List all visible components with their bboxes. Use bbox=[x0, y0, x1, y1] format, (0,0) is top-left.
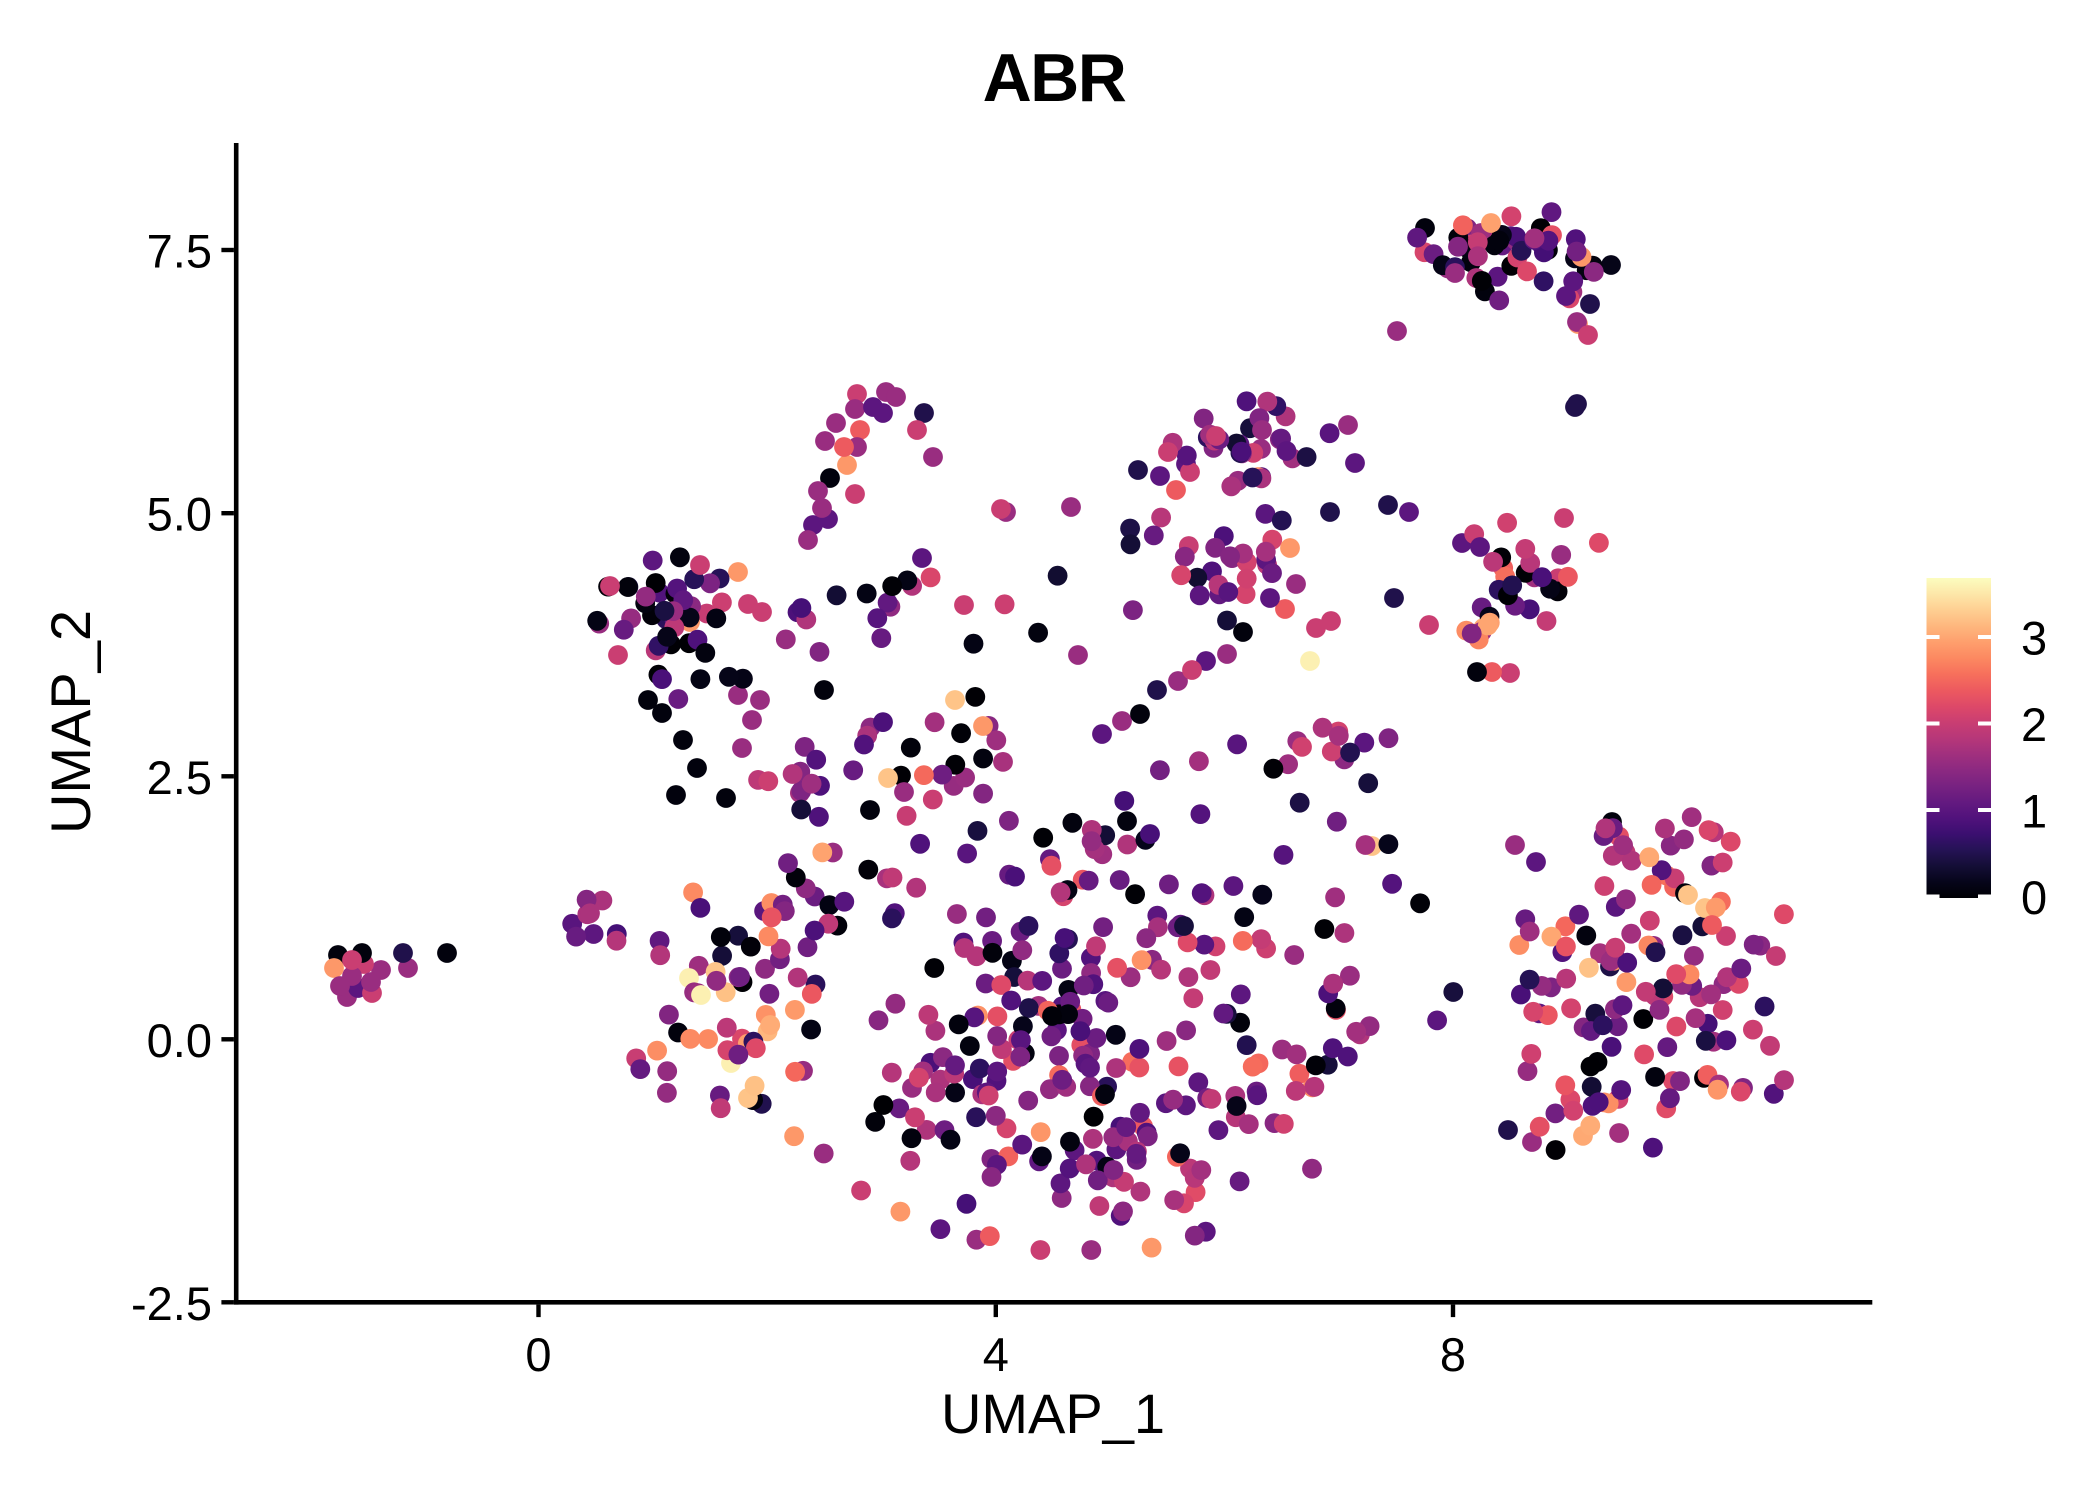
svg-text:0.0: 0.0 bbox=[147, 1014, 212, 1067]
svg-text:UMAP_2: UMAP_2 bbox=[39, 610, 102, 834]
svg-text:0: 0 bbox=[2021, 871, 2047, 924]
svg-text:UMAP_1: UMAP_1 bbox=[941, 1382, 1165, 1445]
svg-text:3: 3 bbox=[2021, 612, 2047, 665]
svg-text:0: 0 bbox=[525, 1328, 551, 1381]
svg-text:-2.5: -2.5 bbox=[131, 1277, 212, 1330]
svg-text:1: 1 bbox=[2021, 785, 2047, 838]
svg-text:7.5: 7.5 bbox=[147, 225, 212, 278]
svg-text:2.5: 2.5 bbox=[147, 751, 212, 804]
svg-text:4: 4 bbox=[983, 1328, 1009, 1381]
svg-text:ABR: ABR bbox=[983, 40, 1126, 116]
svg-text:8: 8 bbox=[1440, 1328, 1466, 1381]
svg-text:5.0: 5.0 bbox=[147, 488, 212, 541]
svg-text:2: 2 bbox=[2021, 698, 2047, 751]
